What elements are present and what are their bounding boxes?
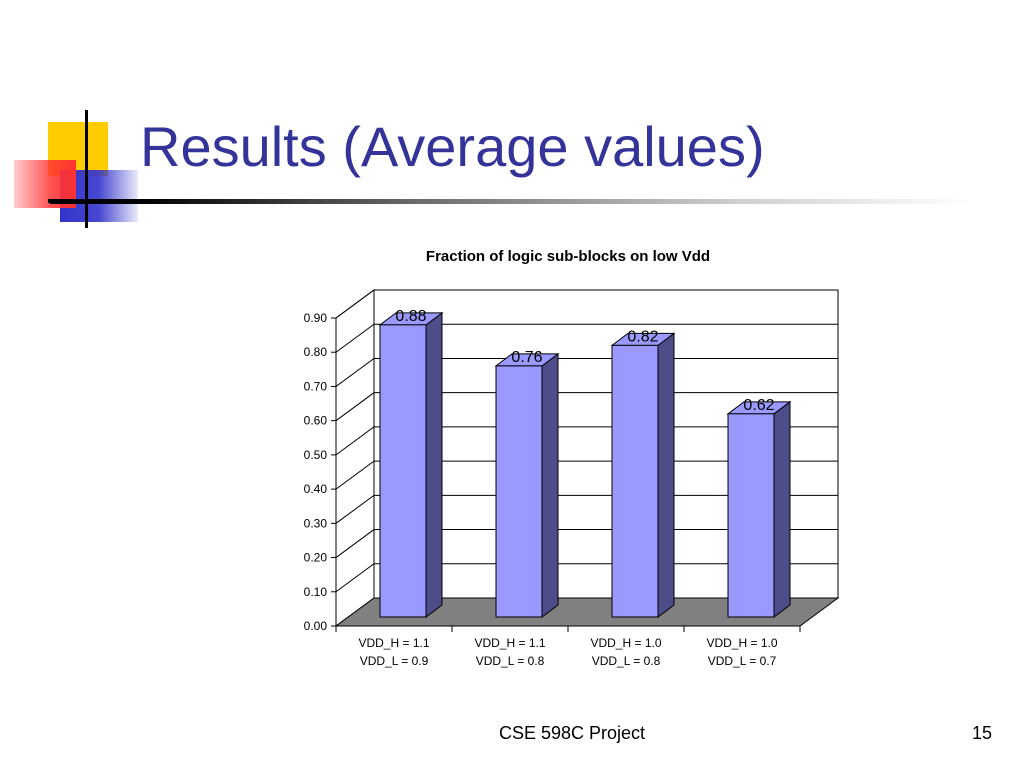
bar-front	[379, 324, 427, 618]
x-tick-label: VDD_L = 0.9	[360, 654, 429, 668]
footer-text: CSE 598C Project	[498, 723, 646, 743]
gridline	[335, 529, 838, 558]
gridline	[335, 392, 838, 422]
x-tick-label: VDD_L = 0.8	[476, 654, 545, 668]
gridline	[335, 460, 838, 490]
gridline	[335, 494, 838, 524]
bar-side	[425, 311, 443, 618]
y-tick-label: 0.20	[304, 551, 328, 565]
gridline	[335, 563, 838, 593]
data-label: 0.62	[743, 397, 774, 414]
bar-side	[541, 352, 559, 618]
bar-side	[773, 400, 791, 618]
slide-title: Results (Average values)	[140, 115, 765, 178]
x-tick-label: VDD_H = 1.0	[590, 636, 661, 650]
gridline	[335, 289, 838, 319]
data-label: 0.82	[627, 328, 658, 345]
gridline	[335, 323, 838, 353]
bar-front	[611, 344, 659, 618]
bar-front	[495, 365, 543, 618]
bar	[726, 400, 792, 618]
y-tick-label: 0.50	[304, 448, 328, 462]
data-label: 0.88	[395, 308, 426, 325]
y-tick-label: 0.90	[304, 311, 328, 325]
data-label: 0.76	[511, 349, 542, 366]
slide-logo-graphic	[14, 110, 138, 228]
x-tick-label: VDD_L = 0.8	[592, 654, 661, 668]
page-number: 15	[971, 723, 992, 743]
chart-title: Fraction of logic sub-blocks on low Vdd	[426, 248, 710, 265]
y-tick-label: 0.10	[304, 585, 328, 599]
bar	[610, 332, 676, 618]
x-tick-label: VDD_H = 1.1	[474, 636, 545, 650]
chart-side-wall	[335, 289, 375, 627]
bar	[378, 311, 444, 618]
y-tick-label: 0.30	[304, 516, 328, 530]
y-tick-label: 0.60	[304, 414, 328, 428]
title-underline	[50, 199, 970, 204]
x-tick-label: VDD_H = 1.1	[358, 636, 429, 650]
bar-front	[727, 413, 775, 618]
gridline	[335, 357, 838, 387]
y-tick-label: 0.40	[304, 482, 328, 496]
bar	[494, 352, 560, 618]
y-tick-label: 0.00	[304, 619, 328, 633]
y-tick-label: 0.70	[304, 379, 328, 393]
bar-side	[657, 332, 675, 618]
y-tick-label: 0.80	[304, 345, 328, 359]
gridline	[335, 426, 838, 456]
x-tick-label: VDD_L = 0.7	[708, 654, 777, 668]
x-tick-label: VDD_H = 1.0	[706, 636, 777, 650]
logo-vertical-line	[85, 110, 88, 228]
